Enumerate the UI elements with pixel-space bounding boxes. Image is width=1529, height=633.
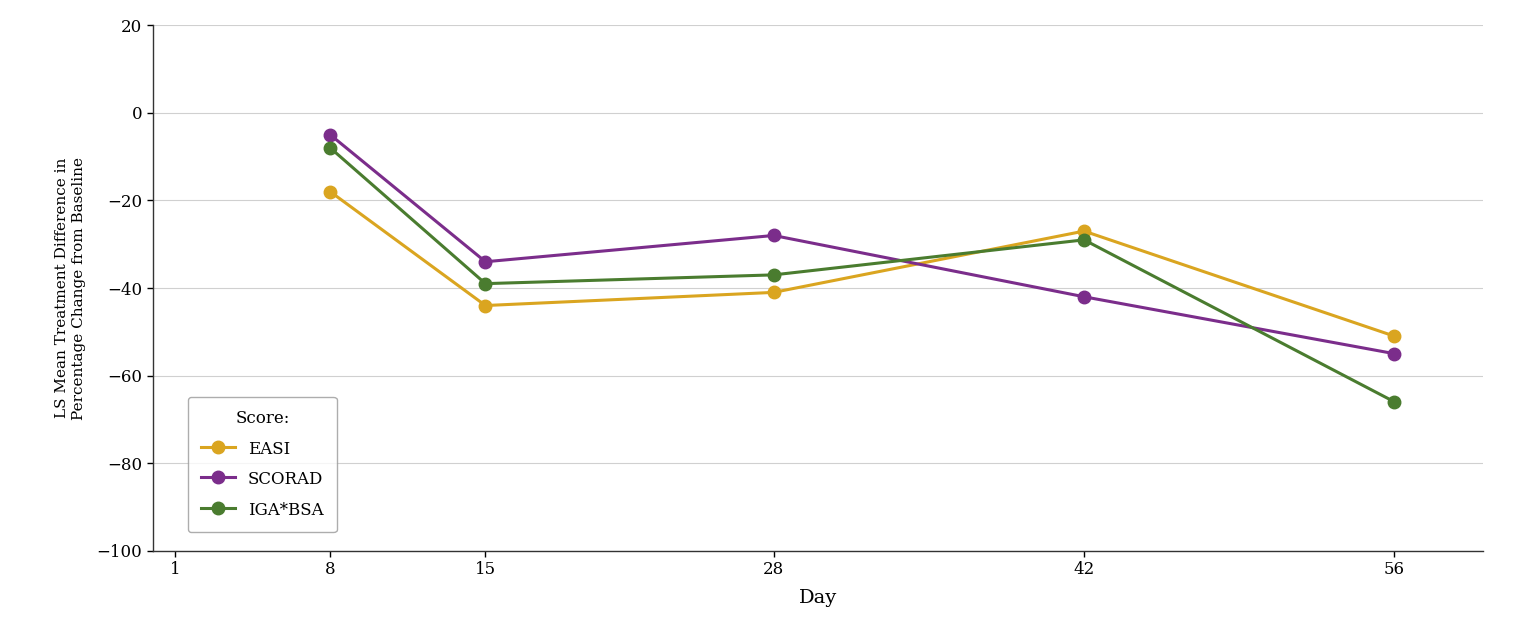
IGA*BSA	[477, 280, 495, 287]
SCORAD	[764, 232, 783, 239]
Legend: EASI, SCORAD, IGA*BSA: EASI, SCORAD, IGA*BSA	[188, 397, 336, 532]
EASI	[1385, 332, 1404, 340]
IGA*BSA	[1385, 398, 1404, 406]
SCORAD	[1385, 350, 1404, 358]
SCORAD	[1075, 293, 1093, 301]
IGA*BSA	[1075, 236, 1093, 244]
EASI	[764, 289, 783, 296]
Y-axis label: LS Mean Treatment Difference in
Percentage Change from Baseline: LS Mean Treatment Difference in Percenta…	[55, 156, 86, 420]
EASI	[477, 302, 495, 310]
SCORAD	[477, 258, 495, 266]
EASI	[1075, 227, 1093, 235]
EASI	[321, 188, 339, 196]
IGA*BSA	[321, 144, 339, 152]
Line: EASI: EASI	[324, 185, 1401, 342]
SCORAD	[321, 131, 339, 139]
Line: SCORAD: SCORAD	[324, 128, 1401, 360]
Line: IGA*BSA: IGA*BSA	[324, 142, 1401, 408]
IGA*BSA	[764, 271, 783, 279]
X-axis label: Day: Day	[798, 589, 838, 607]
